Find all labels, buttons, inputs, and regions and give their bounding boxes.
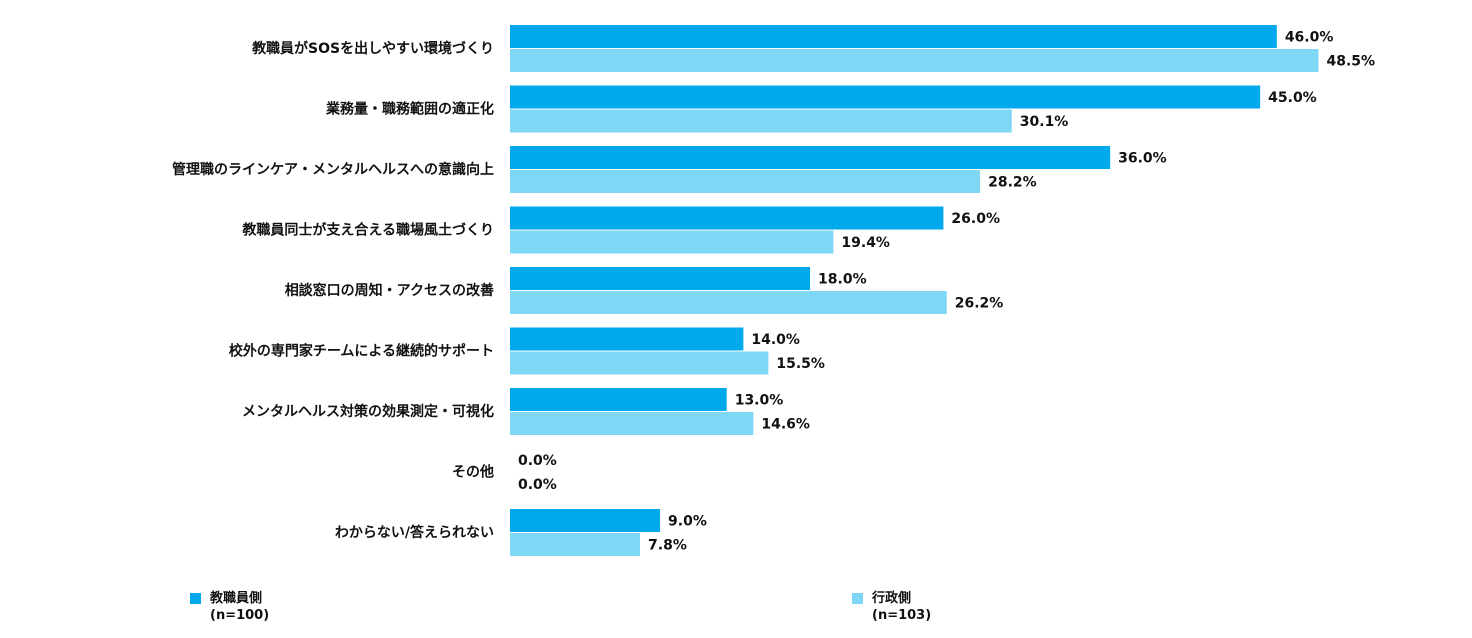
value-label: 26.0% — [951, 211, 1000, 227]
bar — [510, 533, 641, 556]
legend-swatch — [852, 593, 863, 604]
value-label: 0.0% — [518, 477, 557, 493]
category-label: 教職員同士が支え合える職場風土づくり — [242, 222, 494, 239]
bar — [510, 327, 744, 351]
category-label: 業務量・職務範囲の適正化 — [325, 101, 494, 118]
value-label: 26.2% — [955, 296, 1004, 312]
bar — [510, 230, 834, 254]
value-label: 36.0% — [1118, 151, 1167, 167]
bar — [510, 388, 727, 411]
legend-label: 教職員側 (n=100) — [210, 591, 270, 623]
bar — [510, 351, 769, 375]
value-label: 48.5% — [1326, 54, 1375, 70]
legend-label: 行政側 (n=103) — [872, 591, 932, 623]
category-label: 相談窓口の周知・アクセスの改善 — [285, 282, 494, 299]
value-label: 9.0% — [668, 514, 707, 530]
value-label: 46.0% — [1285, 30, 1334, 46]
bar — [510, 291, 947, 314]
bar — [510, 146, 1111, 169]
bar — [510, 85, 1261, 109]
bar — [510, 206, 944, 230]
value-label: 18.0% — [818, 272, 867, 288]
value-label: 7.8% — [648, 538, 687, 554]
value-label: 14.0% — [751, 332, 800, 348]
category-label: メンタルヘルス対策の効果測定・可視化 — [242, 403, 494, 420]
bar — [510, 109, 1012, 133]
legend-swatch — [190, 593, 201, 604]
value-label: 15.5% — [776, 356, 825, 372]
bar — [510, 267, 811, 290]
value-label: 0.0% — [518, 453, 557, 469]
value-label: 28.2% — [988, 175, 1037, 191]
category-label: その他 — [452, 464, 494, 481]
category-label: 管理職のラインケア・メンタルヘルスへの意識向上 — [172, 161, 494, 178]
legend-item: 教職員側 (n=100) — [190, 590, 270, 624]
bar — [510, 412, 754, 435]
value-label: 14.6% — [761, 417, 810, 433]
category-label: 校外の専門家チームによる継続的サポート — [229, 343, 494, 360]
value-label: 19.4% — [841, 235, 890, 251]
bar — [510, 170, 981, 193]
value-label: 30.1% — [1020, 114, 1069, 130]
legend-item: 行政側 (n=103) — [852, 590, 932, 624]
bar — [510, 25, 1277, 48]
category-label: わからない/答えられない — [335, 524, 494, 541]
value-label: 13.0% — [735, 393, 784, 409]
value-label: 45.0% — [1268, 90, 1317, 106]
category-label: 教職員がSOSを出しやすい環境づくり — [252, 40, 494, 57]
bar — [510, 509, 661, 532]
bar — [510, 49, 1319, 72]
